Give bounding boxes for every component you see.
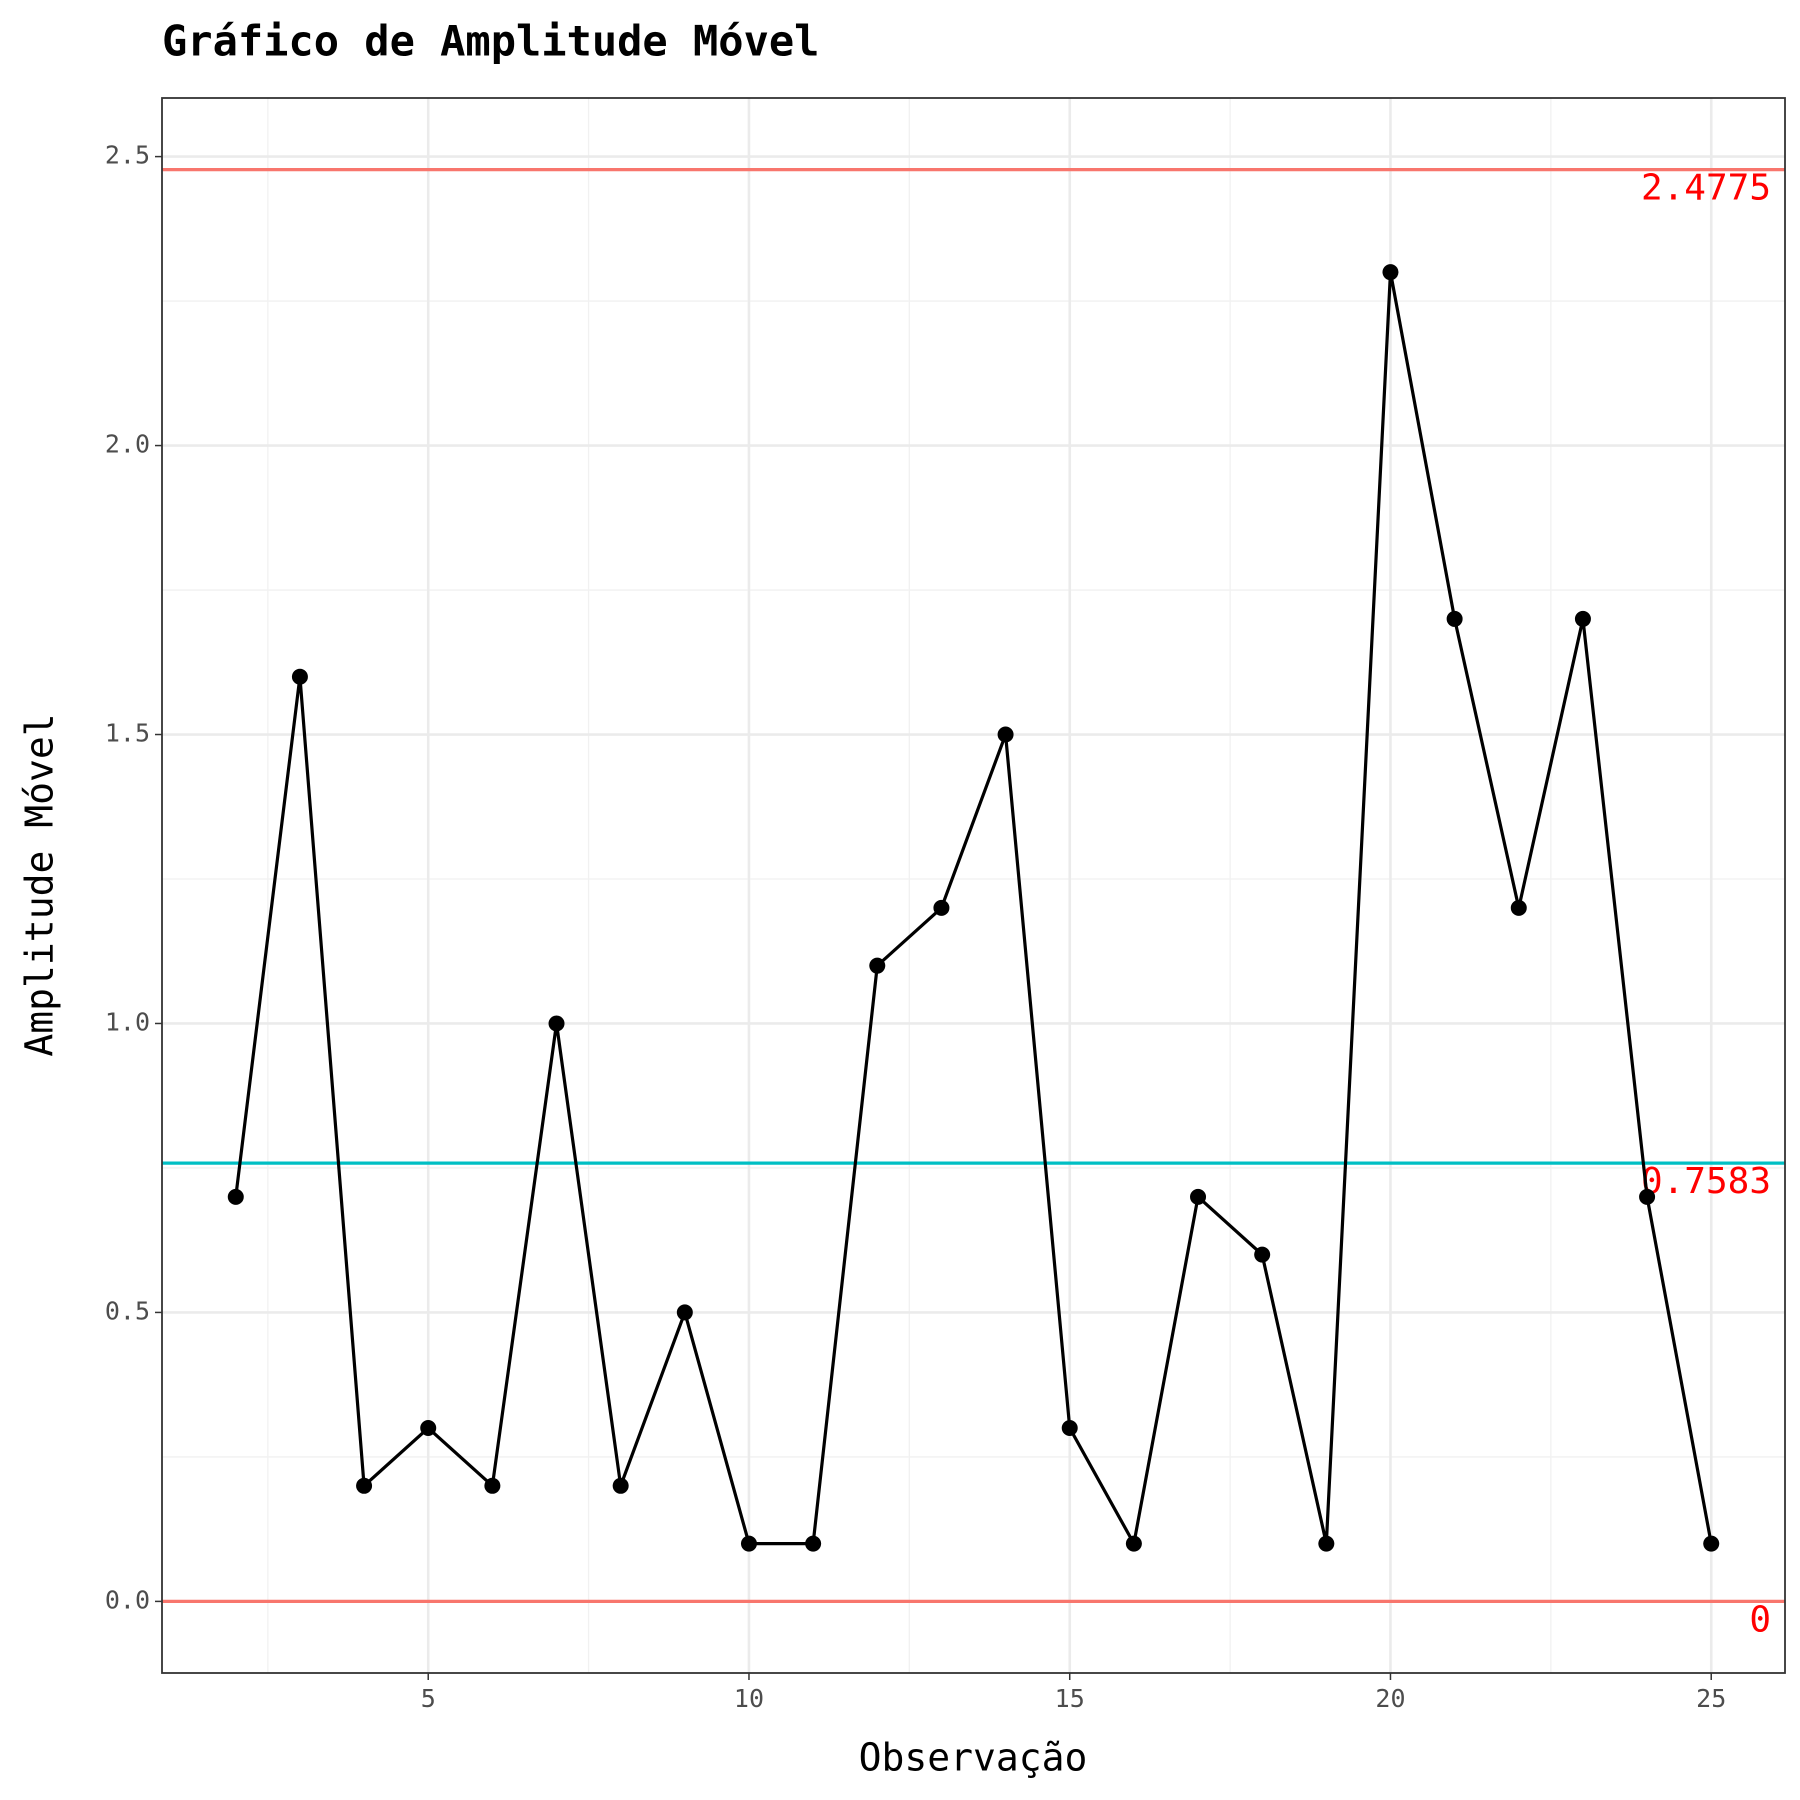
data-point [1061,1420,1078,1437]
data-point [1318,1535,1335,1552]
y-axis-title: Amplitude Móvel [18,713,62,1056]
data-point [1639,1188,1656,1205]
chart-title: Gráfico de Amplitude Móvel [162,17,819,66]
data-point [1703,1535,1720,1552]
data-point [1574,610,1591,627]
x-tick-label: 5 [421,1684,436,1713]
reference-label: 0 [1749,1599,1771,1640]
data-point [805,1535,822,1552]
data-point [612,1477,629,1494]
x-tick-label: 25 [1696,1684,1726,1713]
reference-label: 2.4775 [1641,168,1771,209]
data-point [227,1188,244,1205]
data-point [1190,1188,1207,1205]
data-point [1254,1246,1271,1263]
data-point [356,1477,373,1494]
y-tick-label: 1.0 [105,1007,150,1036]
x-tick-label: 20 [1375,1684,1405,1713]
data-point [420,1420,437,1437]
data-point [676,1304,693,1321]
data-point [997,726,1014,743]
reference-label: 0.7583 [1641,1161,1771,1202]
y-tick-label: 2.0 [105,430,150,459]
y-tick-label: 0.0 [105,1585,150,1614]
data-point [1446,610,1463,627]
series-line [234,271,1713,1549]
data-point [1382,264,1399,281]
data-point [1125,1535,1142,1552]
data-point [933,899,950,916]
panel-border [161,97,1786,1674]
x-axis-title: Observação [859,1736,1088,1780]
data-point [291,668,308,685]
y-tick-label: 0.5 [105,1296,150,1325]
x-tick-label: 15 [1055,1684,1085,1713]
x-tick-label: 10 [734,1684,764,1713]
y-tick-label: 2.5 [105,141,150,170]
data-point [869,957,886,974]
data-point [548,1015,565,1032]
data-point [484,1477,501,1494]
data-point [740,1535,757,1552]
y-tick-label: 1.5 [105,719,150,748]
data-point [1510,899,1527,916]
